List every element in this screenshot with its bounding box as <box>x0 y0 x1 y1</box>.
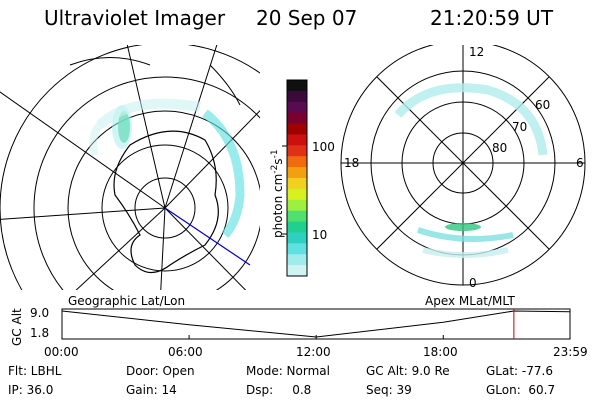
colorbar-stripe <box>287 90 307 103</box>
glat-info: GLat: -77.6 <box>486 364 553 378</box>
ip-info: IP: 36.0 <box>8 383 54 397</box>
timeline-y-tick-high: 9.0 <box>30 306 50 320</box>
colorbar-stripe <box>287 243 307 255</box>
colorbar-stripe <box>287 112 307 125</box>
filter-info: Flt: LBHL <box>8 364 62 378</box>
colorbar-stripe <box>287 145 307 157</box>
lat-circle-70 <box>101 144 229 272</box>
dsp-info: Dsp: 0.8 <box>246 383 312 397</box>
mlt-label-6: 6 <box>576 156 584 170</box>
colorbar-stripe <box>287 156 307 168</box>
colorbar-frame <box>286 79 308 277</box>
colorbar-stripe <box>287 254 307 266</box>
colorbar-tick-10: 10 <box>312 228 328 242</box>
colorbar-tick-100: 100 <box>312 140 335 154</box>
gain-info: Gain: 14 <box>126 383 177 397</box>
aurora-arc <box>89 122 104 156</box>
colorbar-stripe <box>287 80 307 92</box>
door-info: Door: Open <box>126 364 195 378</box>
timeline-y-label: GC Alt <box>10 308 24 346</box>
lat-circle-50 <box>33 76 260 290</box>
colorbar-stripe <box>287 101 307 114</box>
colorbar-stripe <box>287 232 307 244</box>
mlat-label-80: 80 <box>492 141 508 155</box>
satellite-track <box>164 207 251 266</box>
colorbar-stripe <box>287 199 307 212</box>
meridian <box>164 110 260 209</box>
left-map-label: Geographic Lat/Lon <box>68 294 186 308</box>
meridian <box>160 207 166 290</box>
gc-alt-info: GC Alt: 9.0 Re <box>366 364 450 378</box>
aurora-arc <box>417 227 514 242</box>
meridian <box>0 207 166 220</box>
colorbar-stripe <box>287 178 307 190</box>
colorbar-stripe <box>287 134 307 146</box>
colorbar-stripes <box>287 80 307 277</box>
mode-info: Mode: Normal <box>246 364 330 378</box>
aurora-arc <box>422 247 509 258</box>
meridian <box>0 91 166 209</box>
aurora-oval <box>394 83 548 258</box>
aurora-arc <box>96 98 201 129</box>
meridian <box>164 45 218 209</box>
timeline-frame <box>61 308 571 340</box>
continent-outline <box>113 130 219 274</box>
colorbar-stripe <box>287 265 307 277</box>
timeline-x-tick: 00:00 <box>44 345 79 359</box>
colorbar-stripe <box>287 210 307 223</box>
aurora-emission <box>89 98 245 238</box>
meridian <box>75 207 166 290</box>
timeline-x-tick: 18:00 <box>423 345 458 359</box>
aurora-arc <box>394 83 548 156</box>
right-map-label: Apex MLat/MLT <box>425 294 515 308</box>
seq-info: Seq: 39 <box>366 383 412 397</box>
altitude-line <box>61 310 571 338</box>
coastline <box>209 64 241 106</box>
time-label: 21:20:59 UT <box>430 6 554 30</box>
meridian <box>164 207 247 290</box>
meridian <box>126 45 166 209</box>
coastline <box>69 57 151 66</box>
timeline-y-tick-low: 1.8 <box>30 326 50 340</box>
aurora-patch <box>445 223 481 231</box>
colorbar-stripe <box>287 123 307 135</box>
colorbar-stripe <box>287 167 307 179</box>
altitude-timeline <box>61 308 571 340</box>
timeline-x-tick: 12:00 <box>296 345 331 359</box>
colorbar-stripe <box>287 221 307 233</box>
magnetic-map <box>340 45 586 286</box>
lat-circle-60 <box>67 110 260 290</box>
colorbar-unit-label: photon cm-2s-1 <box>270 149 285 238</box>
mlt-label-0: 0 <box>469 276 477 290</box>
colorbar-stripe <box>287 188 307 201</box>
mlt-label-18: 18 <box>344 156 360 170</box>
colorbar <box>282 79 308 277</box>
timeline-x-tick: 06:00 <box>168 345 203 359</box>
aurora-arc <box>202 109 245 238</box>
geographic-map <box>0 45 260 290</box>
mlt-label-12: 12 <box>469 45 485 59</box>
mlat-label-60: 60 <box>535 98 551 112</box>
timeline-x-tick: 23:59 <box>553 345 588 359</box>
mlat-label-70: 70 <box>512 120 528 134</box>
instrument-title: Ultraviolet Imager <box>44 6 226 30</box>
lat-circle-80 <box>134 177 196 239</box>
glon-info: GLon: 60.7 <box>486 383 556 397</box>
date-label: 20 Sep 07 <box>256 6 358 30</box>
